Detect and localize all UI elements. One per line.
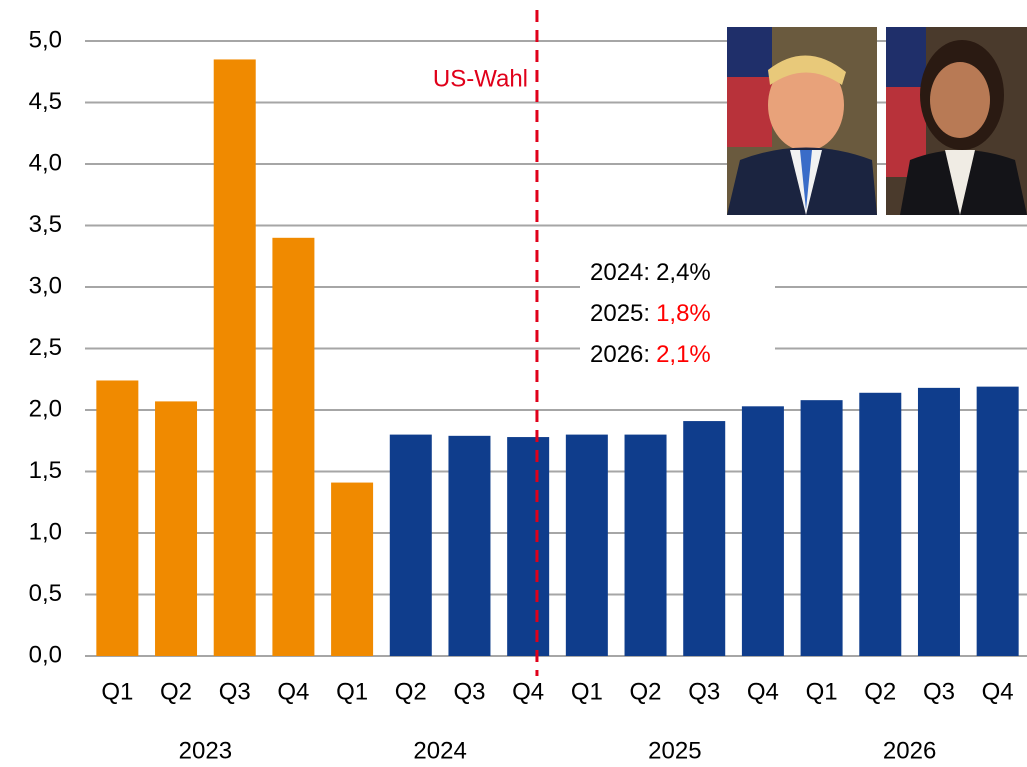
y-tick-label: 3,0 (29, 272, 62, 299)
y-tick-label: 5,0 (29, 26, 62, 53)
y-tick-label: 4,5 (29, 88, 62, 115)
x-tick-label: Q2 (864, 678, 896, 705)
x-tick-label: Q1 (806, 678, 838, 705)
bar (800, 400, 843, 656)
bar (917, 387, 960, 656)
forecast-year: 2024: (590, 259, 650, 286)
x-tick-label: Q4 (982, 678, 1014, 705)
bar (741, 406, 784, 656)
bar (683, 421, 726, 656)
y-tick-label: 1,0 (29, 518, 62, 545)
x-tick-label: Q2 (160, 678, 192, 705)
x-tick-label: Q2 (395, 678, 427, 705)
x-tick-label: Q1 (101, 678, 133, 705)
bar (272, 237, 315, 657)
x-tick-label: Q3 (688, 678, 720, 705)
x-group-label: 2024 (413, 737, 466, 764)
bar (155, 401, 198, 656)
x-group-label: 2025 (648, 737, 701, 764)
x-tick-label: Q4 (512, 678, 544, 705)
photos (727, 27, 1027, 215)
forecast-line: 2026: 2,1% (590, 341, 711, 368)
forecast-box (580, 255, 775, 370)
forecast-line: 2025: 1,8% (590, 300, 711, 327)
forecast-year: 2026: (590, 341, 650, 368)
bar (859, 392, 902, 656)
x-tick-label: Q4 (277, 678, 309, 705)
x-group-label: 2023 (179, 737, 232, 764)
bar (624, 434, 667, 656)
x-tick-label: Q2 (630, 678, 662, 705)
photo-right (886, 27, 1027, 215)
x-tick-label: Q4 (747, 678, 779, 705)
bar (96, 380, 139, 656)
forecast-line: 2024: 2,4% (590, 259, 711, 286)
y-tick-label: 2,5 (29, 334, 62, 361)
y-tick-label: 2,0 (29, 395, 62, 422)
x-tick-label: Q3 (923, 678, 955, 705)
election-label: US-Wahl (433, 65, 528, 92)
forecast-year: 2025: (590, 300, 650, 327)
y-tick-label: 0,5 (29, 580, 62, 607)
bar (389, 434, 432, 656)
x-tick-label: Q3 (219, 678, 251, 705)
x-tick-label: Q1 (336, 678, 368, 705)
y-tick-label: 4,0 (29, 149, 62, 176)
forecast-value: 2,4% (656, 259, 711, 286)
bar (331, 482, 374, 656)
x-tick-label: Q1 (571, 678, 603, 705)
bar (565, 434, 608, 656)
x-tick-label: Q3 (453, 678, 485, 705)
plot (85, 40, 1027, 657)
y-tick-label: 1,5 (29, 457, 62, 484)
y-tick-label: 0,0 (29, 641, 62, 668)
bar (507, 437, 550, 656)
y-tick-label: 3,5 (29, 211, 62, 238)
bar (448, 435, 491, 656)
x-group-label: 2026 (883, 737, 936, 764)
bar (213, 59, 256, 656)
forecast-value: 1,8% (656, 300, 711, 327)
bar (976, 386, 1019, 656)
photo-left (727, 27, 877, 215)
forecast-value: 2,1% (656, 341, 711, 368)
